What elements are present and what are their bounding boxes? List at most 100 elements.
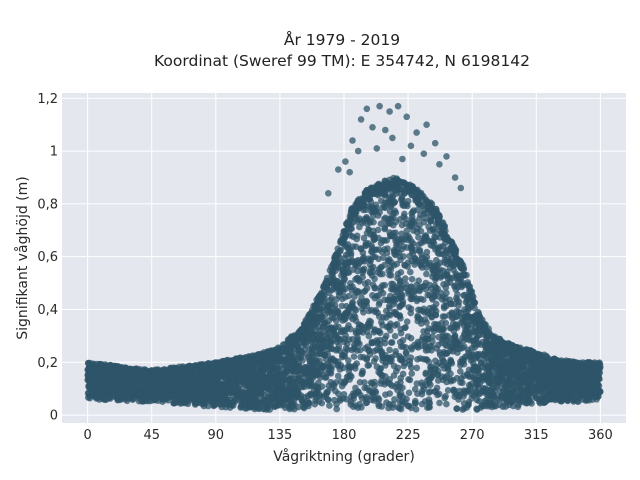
data-point [245, 376, 253, 383]
data-point [408, 216, 416, 223]
data-point [352, 402, 360, 409]
data-point [374, 309, 382, 317]
data-point [469, 356, 476, 363]
data-point [230, 388, 238, 395]
data-point [171, 399, 178, 407]
data-point [353, 232, 361, 240]
data-point [356, 215, 363, 222]
data-point [426, 399, 434, 407]
data-point [300, 366, 308, 374]
data-point [381, 224, 389, 232]
data-point [392, 218, 400, 226]
data-point [460, 292, 467, 299]
data-point [352, 306, 360, 314]
data-point [300, 403, 307, 411]
data-point [391, 293, 399, 300]
data-point [375, 301, 383, 308]
data-point [398, 356, 405, 364]
data-point [423, 319, 430, 326]
data-point [281, 399, 289, 406]
data-point [356, 223, 363, 231]
data-point [320, 337, 328, 345]
data-point [308, 358, 316, 366]
data-point [265, 399, 273, 407]
data-point [377, 220, 385, 227]
data-point [442, 319, 450, 327]
data-point [378, 318, 385, 326]
data-point [371, 207, 379, 215]
data-point [326, 307, 334, 315]
data-point [436, 234, 444, 241]
data-point [435, 333, 443, 341]
data-point [326, 402, 333, 409]
data-point [345, 245, 352, 253]
data-point [420, 210, 428, 217]
data-point [530, 386, 537, 393]
data-point [490, 349, 498, 357]
data-point [404, 287, 412, 295]
data-point [431, 292, 438, 300]
data-point [375, 396, 383, 403]
data-point [446, 279, 454, 286]
data-point [384, 379, 392, 386]
data-point [321, 312, 329, 319]
data-point [319, 371, 327, 379]
data-point [381, 335, 389, 343]
data-point [423, 356, 431, 363]
data-point [184, 396, 191, 403]
data-point [405, 389, 413, 397]
data-point [453, 275, 460, 282]
data-point [399, 393, 407, 401]
data-point [302, 351, 310, 358]
data-point [488, 403, 496, 411]
data-point [392, 251, 399, 259]
data-point [333, 405, 341, 413]
data-point [276, 378, 283, 386]
data-point [402, 344, 410, 351]
data-point [371, 285, 379, 292]
data-point [405, 376, 412, 383]
data-point [432, 307, 440, 315]
data-point [496, 370, 504, 377]
data-point [371, 326, 379, 333]
data-point [378, 350, 386, 358]
data-point [350, 353, 358, 360]
data-point [369, 389, 377, 397]
data-point [457, 368, 464, 375]
data-point [504, 369, 511, 377]
data-point [347, 280, 354, 287]
data-point [386, 304, 393, 312]
data-point [456, 391, 463, 399]
data-point [284, 391, 292, 398]
data-point [423, 253, 431, 261]
data-point [386, 390, 394, 397]
data-point [443, 260, 451, 268]
data-point [450, 314, 457, 322]
data-point [396, 338, 404, 346]
data-point [240, 396, 247, 403]
data-point [428, 373, 436, 380]
data-point [458, 359, 465, 367]
data-point [378, 377, 385, 385]
data-point [363, 299, 370, 306]
data-point [332, 347, 340, 354]
data-point [415, 241, 422, 248]
data-point [318, 345, 325, 352]
data-point [330, 382, 338, 390]
data-point [475, 397, 483, 405]
data-point [389, 404, 396, 411]
data-point [356, 379, 364, 386]
data-point [224, 401, 231, 408]
data-point [385, 323, 393, 331]
data-point [472, 390, 480, 398]
data-point [502, 403, 509, 410]
data-point [396, 281, 403, 288]
data-point [379, 204, 386, 211]
data-point [295, 393, 302, 401]
data-point [345, 322, 352, 329]
data-point [459, 379, 466, 387]
data-point [426, 281, 433, 289]
data-point [406, 252, 414, 260]
data-point [338, 272, 345, 279]
